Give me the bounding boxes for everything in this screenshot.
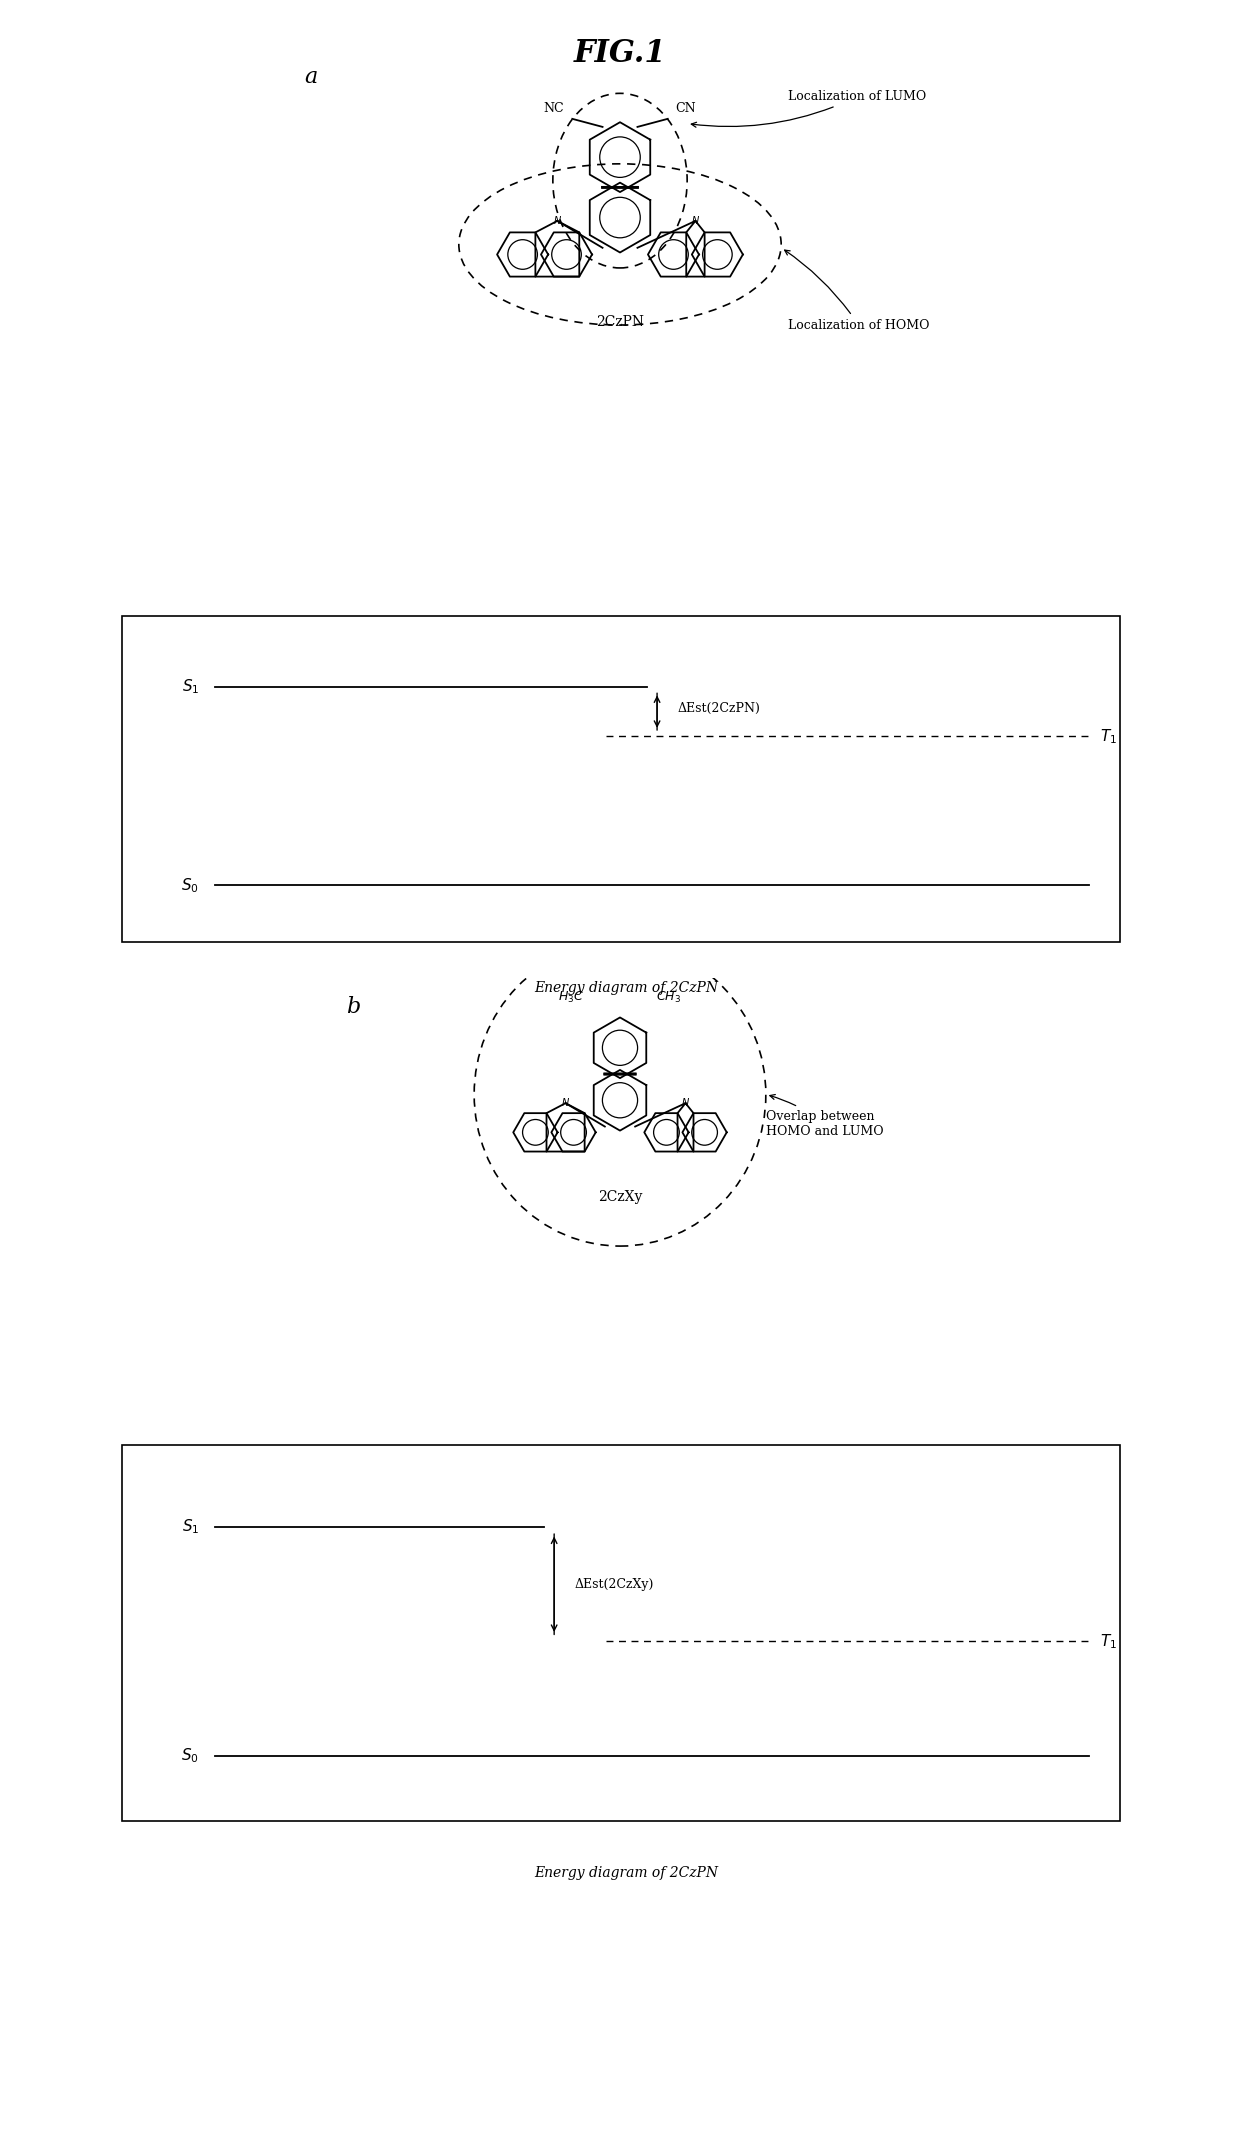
Text: b: b [346,995,360,1019]
Text: Localization of HOMO: Localization of HOMO [785,249,930,331]
Text: FIG.1: FIG.1 [574,39,666,69]
Text: Energy diagram of 2CzPN: Energy diagram of 2CzPN [534,982,718,995]
Text: $CH_3$: $CH_3$ [656,991,681,1006]
Text: N: N [562,1098,569,1109]
Text: N: N [692,215,699,226]
Text: N: N [554,215,560,226]
Text: Localization of LUMO: Localization of LUMO [691,90,926,127]
Text: 2CzXy: 2CzXy [598,1191,642,1203]
Text: Energy diagram of 2CzPN: Energy diagram of 2CzPN [534,1865,718,1880]
Text: $H_3C$: $H_3C$ [558,991,584,1006]
Text: 2CzPN: 2CzPN [596,314,644,329]
Text: $T_1$: $T_1$ [1100,1631,1117,1650]
Text: ΔEst(2CzXy): ΔEst(2CzXy) [575,1577,655,1590]
Text: $S_0$: $S_0$ [181,877,200,894]
Text: CN: CN [676,103,697,116]
Text: ΔEst(2CzPN): ΔEst(2CzPN) [678,701,760,716]
Text: $S_0$: $S_0$ [181,1747,200,1764]
Text: $T_1$: $T_1$ [1100,726,1117,746]
Text: a: a [304,67,317,88]
Text: $S_1$: $S_1$ [182,677,200,696]
Text: N: N [682,1098,689,1109]
Text: Overlap between
HOMO and LUMO: Overlap between HOMO and LUMO [766,1094,883,1137]
Text: $S_1$: $S_1$ [182,1517,200,1537]
Text: NC: NC [543,103,564,116]
